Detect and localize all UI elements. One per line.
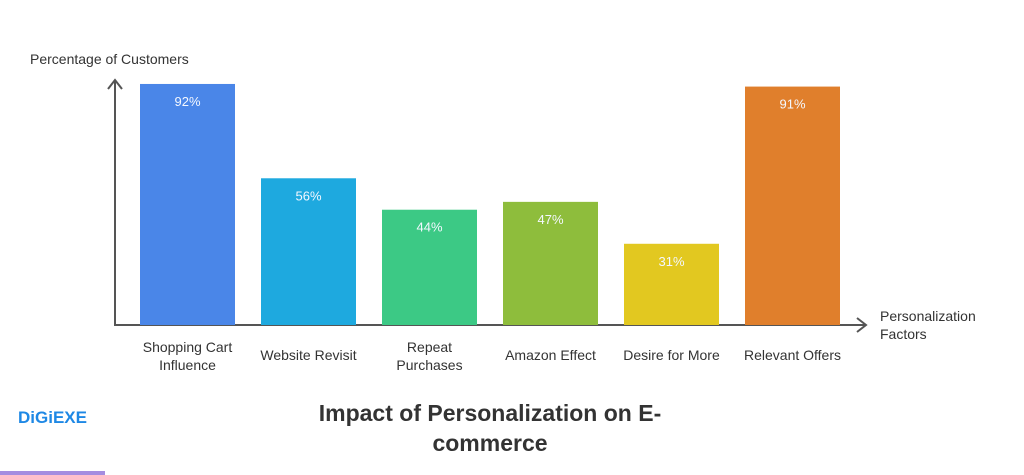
data-label: 56%	[295, 188, 321, 203]
category-label: Repeat	[407, 339, 452, 355]
data-label: 92%	[174, 94, 200, 109]
x-axis-arrow	[856, 317, 868, 333]
bar	[140, 83, 235, 326]
bar	[624, 243, 719, 325]
category-label: Website Revisit	[260, 347, 356, 363]
bar	[745, 86, 840, 325]
x-axis-label: Personalization	[880, 308, 976, 324]
data-label: 44%	[416, 220, 442, 235]
y-axis-arrow	[107, 78, 123, 90]
data-label: 31%	[658, 254, 684, 269]
bar	[503, 201, 598, 325]
category-label: Relevant Offers	[744, 347, 841, 363]
data-label: 91%	[779, 97, 805, 112]
category-label: Shopping Cart	[143, 339, 233, 355]
x-axis-label-line2: Factors	[880, 326, 927, 342]
category-label: Amazon Effect	[505, 347, 596, 363]
chart-title: Impact of Personalization on E-commerce	[318, 400, 662, 456]
brand-logo: DiGiEXE	[18, 408, 87, 427]
y-axis-label: Percentage of Customers	[30, 51, 189, 67]
progress-strip	[0, 471, 105, 475]
bar	[261, 178, 356, 325]
category-label: Influence	[159, 357, 216, 373]
bar	[382, 209, 477, 325]
data-label: 47%	[537, 212, 563, 227]
category-label: Purchases	[396, 357, 462, 373]
category-label: Desire for More	[623, 347, 720, 363]
